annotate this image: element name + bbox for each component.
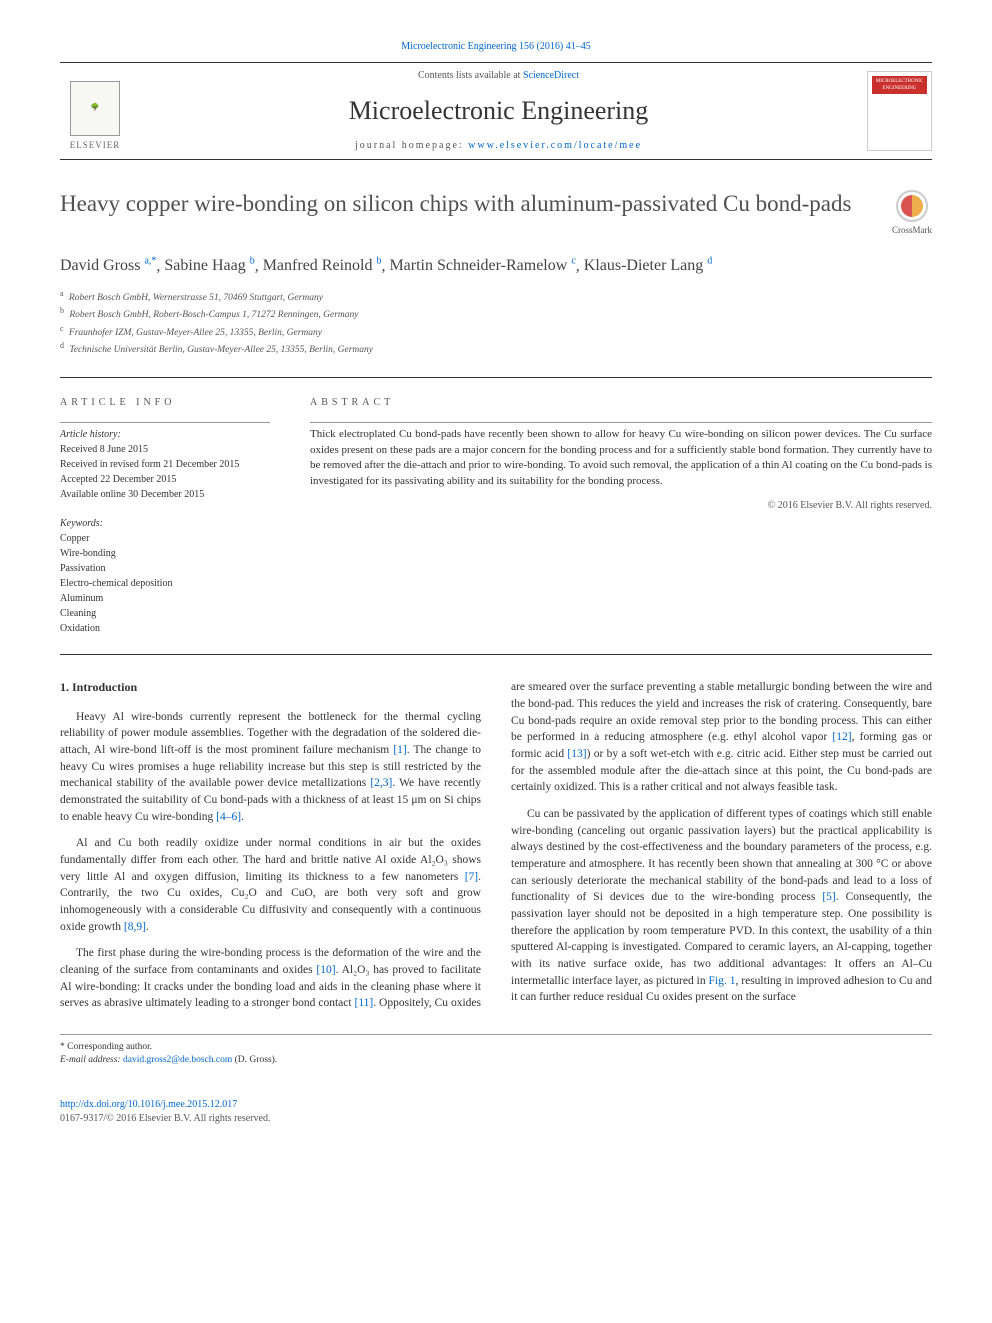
fig-link[interactable]: Fig. 1 — [709, 975, 736, 987]
article-info-col: article info Article history: Received 8… — [60, 396, 270, 636]
author: Martin Schneider-Ramelow c — [389, 257, 575, 274]
ref-link[interactable]: [13] — [567, 748, 586, 760]
affiliation: c Fraunhofer IZM, Gustav-Meyer-Allee 25,… — [60, 323, 932, 340]
abstract-col: abstract Thick electroplated Cu bond-pad… — [310, 396, 932, 636]
abstract-heading: abstract — [310, 396, 932, 410]
journal-name: Microelectronic Engineering — [130, 93, 867, 129]
body-paragraph: Heavy Al wire-bonds currently represent … — [60, 709, 481, 826]
issn-copyright: 0167-9317/© 2016 Elsevier B.V. All right… — [60, 1112, 932, 1126]
corresponding-author: * Corresponding author. — [60, 1041, 932, 1054]
ref-link[interactable]: [10] — [316, 964, 335, 976]
history-item: Available online 30 December 2015 — [60, 487, 270, 502]
body-columns: 1. Introduction Heavy Al wire-bonds curr… — [60, 679, 932, 1014]
keyword: Electro-chemical deposition — [60, 576, 270, 591]
journal-header: 🌳 ELSEVIER Contents lists available at S… — [60, 62, 932, 160]
ref-link[interactable]: [1] — [393, 744, 406, 756]
ref-link[interactable]: [2,3] — [370, 777, 392, 789]
author: Manfred Reinold b — [263, 257, 382, 274]
elsevier-tree-icon: 🌳 — [70, 81, 120, 136]
affiliation: d Technische Universität Berlin, Gustav-… — [60, 340, 932, 357]
header-center: Contents lists available at ScienceDirec… — [130, 69, 867, 153]
author: David Gross a,* — [60, 257, 156, 274]
body-paragraph: Cu can be passivated by the application … — [511, 806, 932, 1006]
article-history: Article history: Received 8 June 2015 Re… — [60, 427, 270, 502]
article-info-heading: article info — [60, 396, 270, 410]
keyword: Oxidation — [60, 621, 270, 636]
doi-link[interactable]: http://dx.doi.org/10.1016/j.mee.2015.12.… — [60, 1099, 237, 1110]
contents-line: Contents lists available at ScienceDirec… — [130, 69, 867, 83]
body-paragraph: Al and Cu both readily oxidize under nor… — [60, 835, 481, 935]
article-title: Heavy copper wire-bonding on silicon chi… — [60, 190, 872, 219]
keyword: Aluminum — [60, 591, 270, 606]
email-line: E-mail address: david.gross2@de.bosch.co… — [60, 1054, 932, 1067]
homepage-line: journal homepage: www.elsevier.com/locat… — [130, 139, 867, 153]
keyword: Wire-bonding — [60, 546, 270, 561]
keyword: Copper — [60, 531, 270, 546]
elsevier-logo: 🌳 ELSEVIER — [60, 71, 130, 151]
keyword: Cleaning — [60, 606, 270, 621]
journal-cover-thumb: MICROELECTRONIC ENGINEERING — [867, 71, 932, 151]
history-label: Article history: — [60, 427, 270, 442]
sciencedirect-link[interactable]: ScienceDirect — [523, 70, 579, 81]
crossmark-icon — [896, 190, 928, 222]
abstract-copyright: © 2016 Elsevier B.V. All rights reserved… — [310, 499, 932, 513]
footnotes: * Corresponding author. E-mail address: … — [60, 1034, 932, 1068]
ref-link[interactable]: [4–6] — [216, 811, 241, 823]
cover-thumb-title: MICROELECTRONIC ENGINEERING — [872, 76, 927, 94]
affiliations: a Robert Bosch GmbH, Wernerstrasse 51, 7… — [60, 288, 932, 358]
top-journal-link[interactable]: Microelectronic Engineering 156 (2016) 4… — [401, 41, 590, 52]
affiliation: a Robert Bosch GmbH, Wernerstrasse 51, 7… — [60, 288, 932, 305]
affiliation: b Robert Bosch GmbH, Robert-Bosch-Campus… — [60, 305, 932, 322]
elsevier-label: ELSEVIER — [70, 139, 121, 152]
author: Klaus-Dieter Lang d — [584, 257, 713, 274]
ref-link[interactable]: [5] — [822, 891, 835, 903]
page-footer: http://dx.doi.org/10.1016/j.mee.2015.12.… — [60, 1098, 932, 1126]
keywords-block: Keywords: Copper Wire-bonding Passivatio… — [60, 516, 270, 636]
history-item: Accepted 22 December 2015 — [60, 472, 270, 487]
crossmark-badge[interactable]: CrossMark — [892, 190, 932, 237]
abstract-text: Thick electroplated Cu bond-pads have re… — [310, 427, 932, 489]
ref-link[interactable]: [8,9] — [124, 921, 146, 933]
section-heading: 1. Introduction — [60, 679, 481, 696]
info-abstract-block: article info Article history: Received 8… — [60, 377, 932, 655]
ref-link[interactable]: [12] — [832, 731, 851, 743]
history-item: Received 8 June 2015 — [60, 442, 270, 457]
author: Sabine Haag b — [164, 257, 254, 274]
homepage-link[interactable]: www.elsevier.com/locate/mee — [468, 140, 642, 151]
email-link[interactable]: david.gross2@de.bosch.com — [123, 1055, 232, 1065]
top-journal-citation: Microelectronic Engineering 156 (2016) 4… — [60, 40, 932, 54]
ref-link[interactable]: [11] — [355, 997, 374, 1009]
keyword: Passivation — [60, 561, 270, 576]
crossmark-label: CrossMark — [892, 224, 932, 237]
authors-line: David Gross a,*, Sabine Haag b, Manfred … — [60, 255, 932, 278]
ref-link[interactable]: [7] — [465, 871, 478, 883]
history-item: Received in revised form 21 December 201… — [60, 457, 270, 472]
keywords-label: Keywords: — [60, 516, 270, 531]
